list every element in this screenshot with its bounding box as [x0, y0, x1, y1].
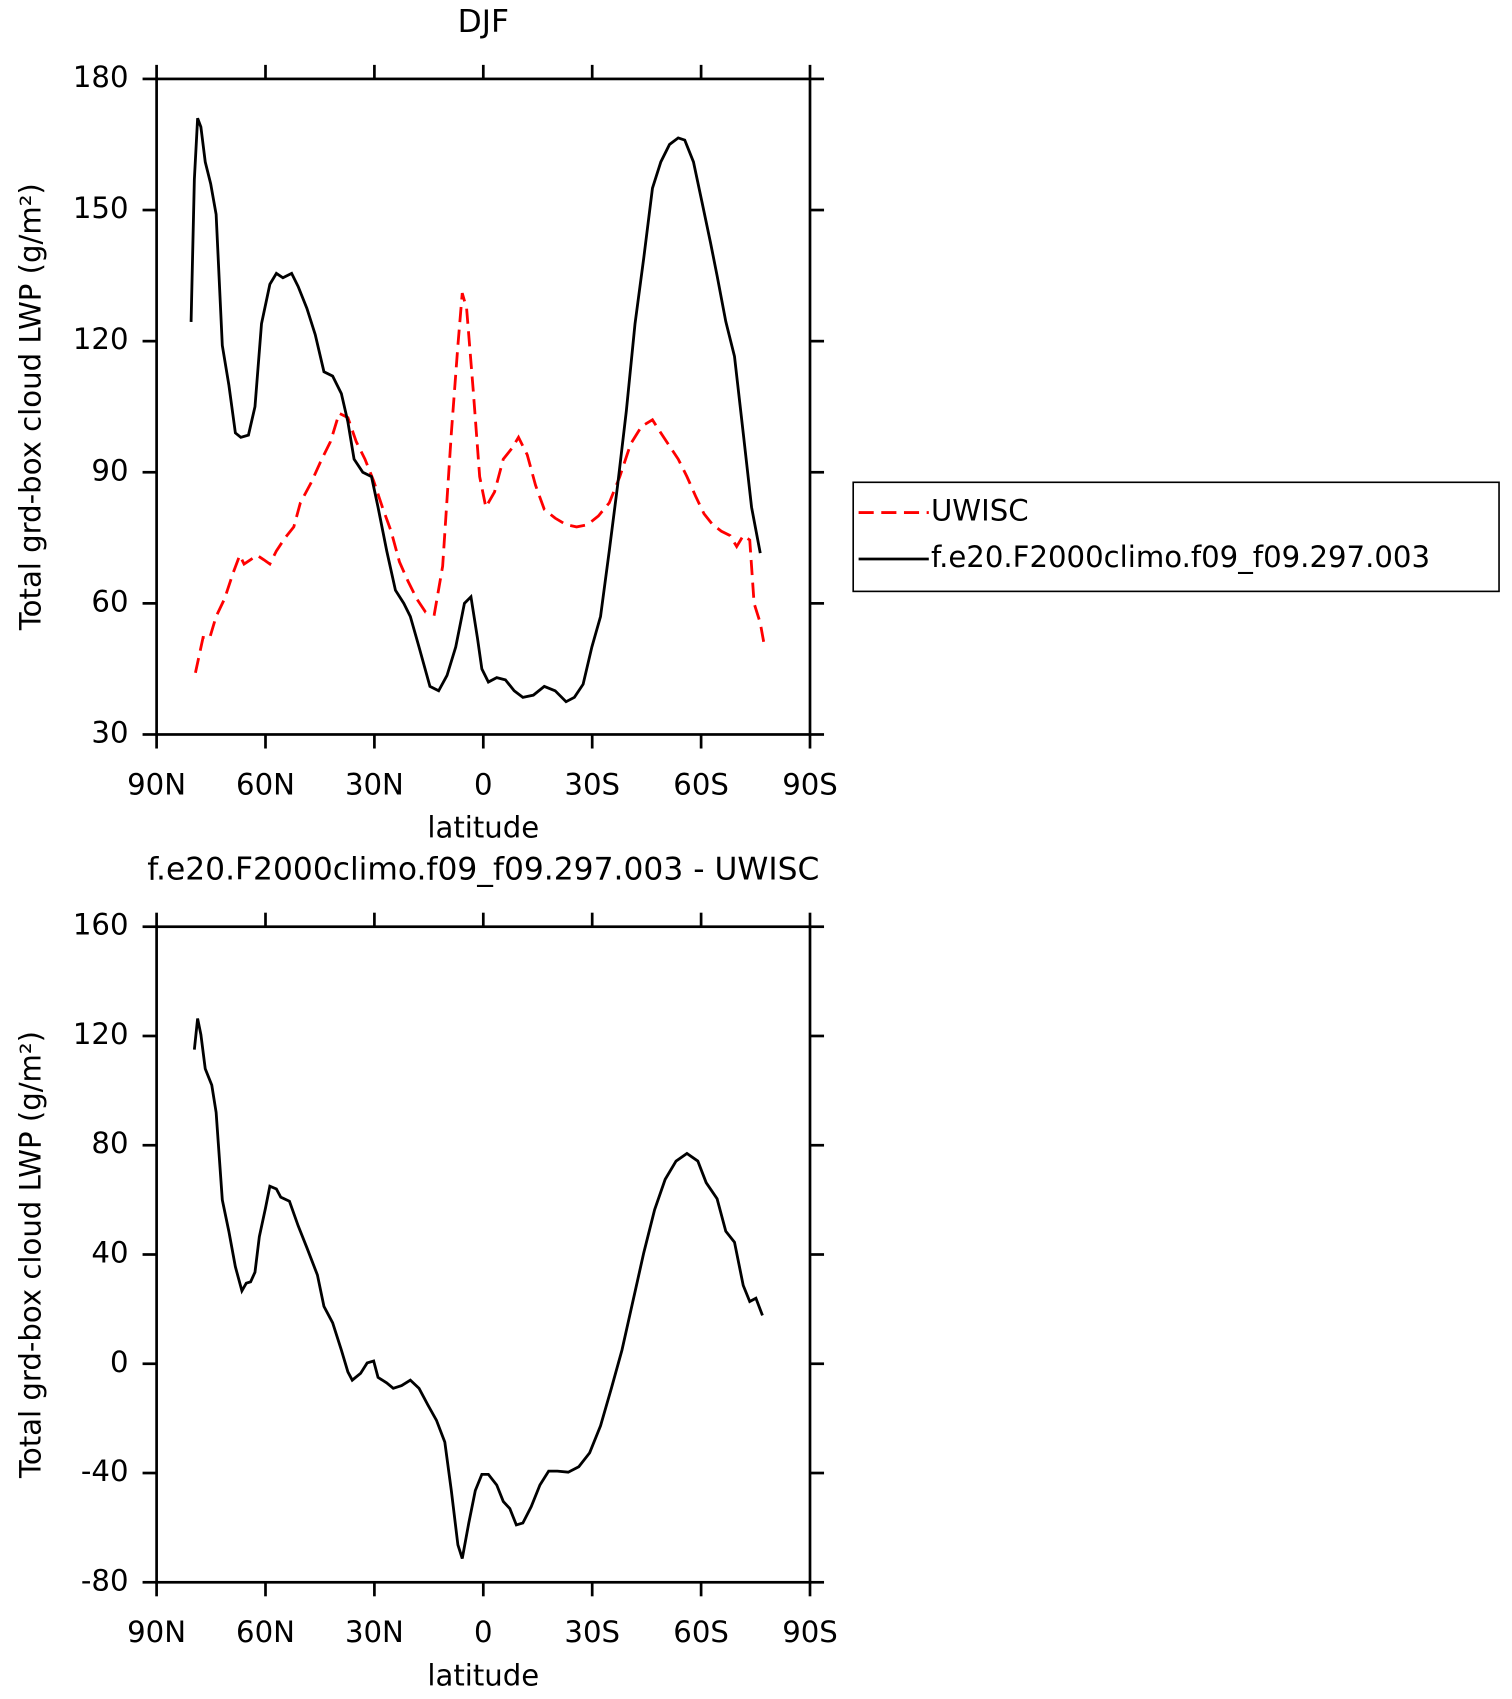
y-tick-label: 160 — [73, 908, 129, 942]
x-tick-label: 30N — [345, 1615, 404, 1649]
chart-title: f.e20.F2000climo.f09_f09.297.003 - UWISC — [147, 852, 819, 888]
x-tick-label: 60S — [673, 767, 729, 801]
y-tick-label: 60 — [91, 584, 128, 618]
y-tick-label: 180 — [73, 60, 129, 94]
x-tick-label: 30S — [564, 767, 620, 801]
x-tick-label: 90N — [127, 767, 186, 801]
data-line — [189, 117, 762, 704]
legend-label: f.e20.F2000climo.f09_f09.297.003 — [931, 540, 1430, 574]
y-axis-label: Total grd-box cloud LWP (g/m²) — [13, 183, 47, 631]
chart-title: DJF — [458, 4, 509, 40]
x-axis-label: latitude — [427, 811, 539, 845]
y-tick-label: 120 — [73, 322, 129, 356]
x-tick-label: 0 — [474, 767, 493, 801]
x-tick-label: 60S — [673, 1615, 729, 1649]
x-tick-label: 90N — [127, 1615, 186, 1649]
x-axis-label: latitude — [427, 1658, 539, 1692]
x-tick-label: 90S — [782, 767, 838, 801]
y-tick-label: 30 — [91, 715, 128, 749]
x-tick-label: 30S — [564, 1615, 620, 1649]
y-tick-label: 40 — [91, 1236, 128, 1270]
y-axis-label: Total grd-box cloud LWP (g/m²) — [13, 1031, 47, 1479]
x-tick-label: 0 — [474, 1615, 493, 1649]
data-line — [194, 292, 767, 674]
x-tick-label: 90S — [782, 1615, 838, 1649]
y-tick-label: 80 — [91, 1126, 128, 1160]
x-tick-label: 60N — [236, 767, 295, 801]
legend-box — [852, 481, 1500, 593]
y-tick-label: 150 — [73, 191, 129, 225]
legend-label: UWISC — [931, 494, 1029, 528]
y-tick-label: 90 — [91, 453, 128, 487]
y-tick-label: -80 — [81, 1563, 129, 1597]
y-tick-label: 0 — [110, 1345, 129, 1379]
y-tick-label: 120 — [73, 1017, 129, 1051]
x-tick-label: 60N — [236, 1615, 295, 1649]
y-tick-label: -40 — [81, 1454, 129, 1488]
plot-frame — [155, 925, 812, 1584]
data-line — [192, 1018, 764, 1559]
x-tick-label: 30N — [345, 767, 404, 801]
